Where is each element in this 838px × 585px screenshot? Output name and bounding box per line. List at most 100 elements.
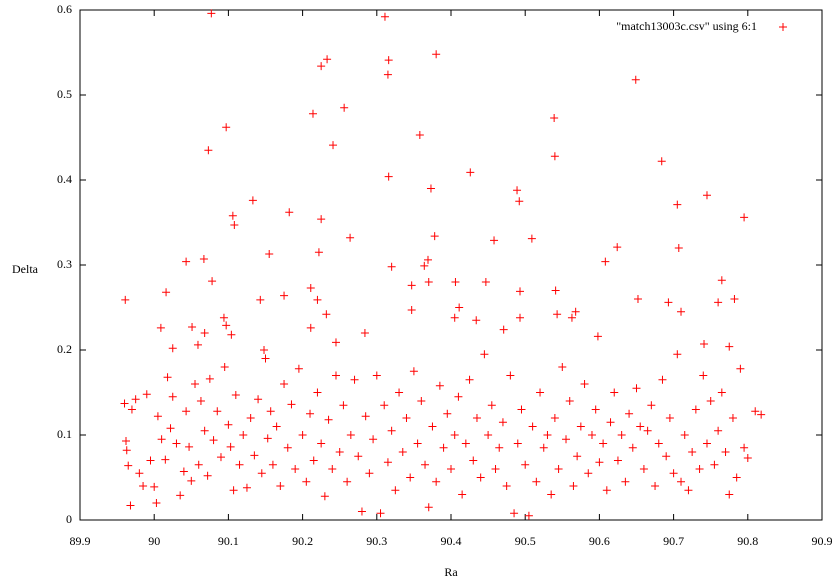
point (415, 130, 424, 139)
point (265, 249, 274, 258)
point (272, 422, 281, 431)
point (571, 307, 580, 316)
point (306, 283, 315, 292)
point (380, 12, 389, 21)
point (430, 232, 439, 241)
point (447, 465, 455, 473)
point (625, 409, 634, 418)
x-tick-label: 90.7 (663, 534, 684, 548)
point (343, 477, 352, 486)
point (287, 400, 296, 409)
point (328, 465, 337, 473)
y-tick-label: 0.2 (57, 342, 72, 356)
point (502, 482, 511, 490)
point (314, 248, 323, 257)
point (565, 397, 574, 405)
point (228, 211, 237, 220)
point (153, 412, 162, 421)
point (469, 456, 478, 465)
point (135, 469, 144, 478)
point (398, 448, 407, 456)
point (291, 465, 300, 473)
point (725, 342, 734, 351)
point (495, 443, 504, 452)
point (454, 392, 463, 401)
point (340, 103, 349, 112)
point (543, 431, 552, 439)
point (157, 435, 166, 444)
point (188, 323, 197, 332)
point (450, 431, 459, 439)
point (657, 157, 666, 166)
point (743, 453, 752, 462)
point (677, 307, 686, 316)
point (730, 295, 739, 303)
point (276, 482, 285, 490)
point (728, 414, 737, 422)
point (266, 407, 275, 416)
point (613, 456, 622, 465)
point (139, 482, 148, 490)
point (219, 313, 228, 322)
point (673, 350, 682, 359)
point (294, 364, 303, 373)
point (187, 476, 196, 485)
point (702, 191, 711, 200)
point (142, 390, 151, 399)
point (593, 332, 602, 341)
point (550, 414, 559, 422)
point (435, 381, 444, 390)
x-tick-label: 90.6 (589, 534, 610, 548)
x-tick-label: 90.9 (812, 534, 833, 548)
point (339, 401, 348, 410)
point (573, 452, 582, 461)
point (691, 405, 700, 414)
point (200, 329, 209, 337)
point (156, 323, 165, 332)
point (466, 168, 475, 177)
y-tick-label: 0.6 (57, 2, 72, 16)
point (131, 395, 140, 404)
legend-marker (779, 23, 787, 31)
point (222, 123, 231, 132)
point (450, 313, 459, 322)
point (684, 486, 693, 495)
point (166, 424, 175, 433)
point (285, 208, 294, 217)
point (580, 380, 589, 388)
point (610, 388, 619, 397)
point (736, 364, 745, 373)
point (439, 443, 448, 452)
point (168, 392, 177, 401)
point (528, 422, 537, 431)
point (391, 486, 400, 495)
point (208, 277, 217, 286)
point (424, 503, 433, 512)
point (323, 55, 332, 64)
point (357, 507, 366, 516)
point (636, 422, 645, 431)
point (256, 295, 265, 304)
y-tick-label: 0.5 (57, 87, 72, 101)
point (443, 409, 452, 418)
point (172, 439, 181, 448)
point (220, 363, 229, 371)
point (601, 257, 610, 266)
point (461, 439, 470, 448)
point (513, 186, 522, 195)
point (551, 286, 560, 295)
point (695, 465, 704, 473)
point (350, 375, 359, 384)
point (536, 388, 545, 397)
point (757, 410, 766, 419)
point (587, 431, 596, 439)
point (361, 412, 370, 421)
point (194, 460, 203, 469)
point (152, 499, 161, 507)
point (235, 460, 244, 469)
point (224, 420, 233, 429)
point (643, 426, 652, 435)
point (209, 436, 218, 445)
point (250, 451, 259, 460)
